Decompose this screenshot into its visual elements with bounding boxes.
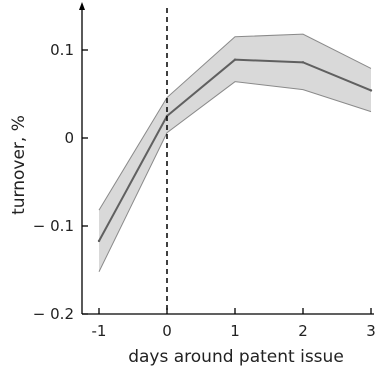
y-tick-label: − 0.1: [33, 217, 74, 235]
confidence-band-layer: [98, 33, 372, 272]
y-tick-label: 0.1: [50, 41, 74, 59]
y-tick-label: − 0.2: [33, 305, 74, 323]
y-tick-label: 0: [64, 129, 74, 147]
data-point: [369, 89, 373, 92]
x-tick-label: 2: [298, 322, 308, 340]
y-axis-ticks: 0.1 0 − 0.1 − 0.2: [33, 41, 88, 323]
x-tick-label: -1: [92, 322, 107, 340]
x-axis-ticks: -1 0 1 2 3: [92, 308, 376, 340]
data-point: [233, 58, 237, 61]
x-tick-label: 0: [162, 322, 172, 340]
series-line-layer: [97, 58, 373, 243]
y-axis-arrow-icon: [79, 2, 85, 10]
data-point: [97, 239, 101, 243]
confidence-band-0: [99, 34, 371, 272]
data-point: [301, 61, 305, 64]
x-axis-title: days around patent issue: [128, 347, 344, 367]
axes: [79, 2, 374, 315]
x-tick-label: 3: [366, 322, 376, 340]
band-lower-edge-0: [98, 81, 372, 272]
y-axis-title: turnover, %: [9, 115, 29, 215]
band-upper-edge-0: [98, 33, 372, 211]
x-tick-label: 1: [230, 322, 240, 340]
